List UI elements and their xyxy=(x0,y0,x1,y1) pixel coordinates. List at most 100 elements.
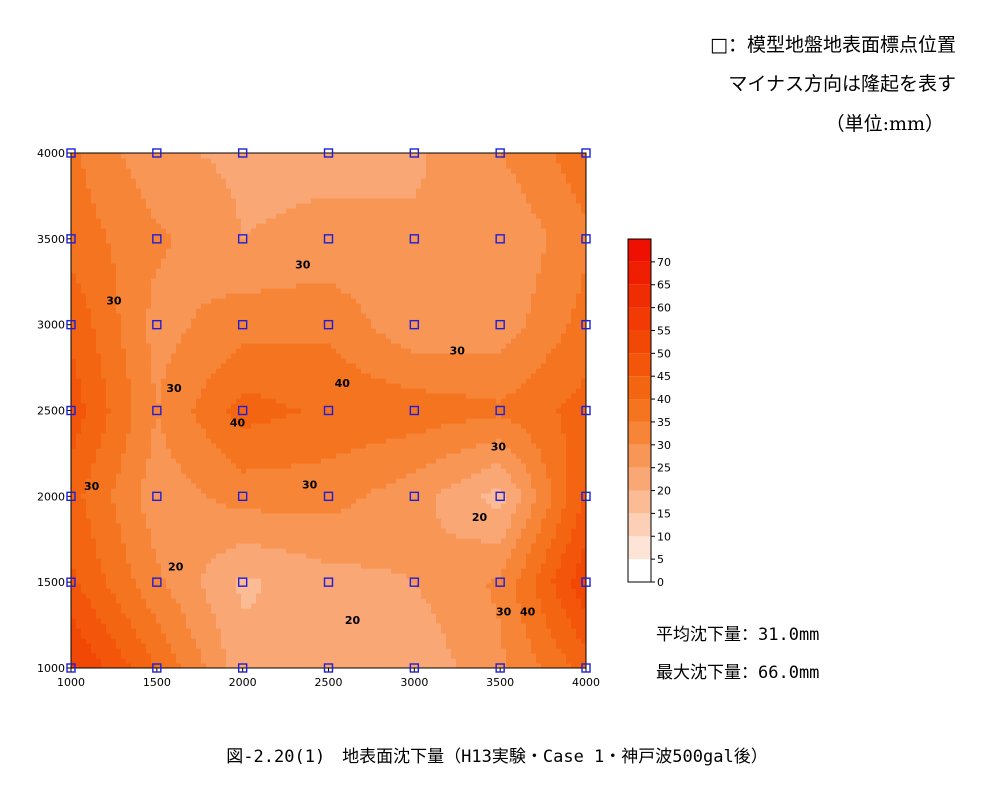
contour-cell xyxy=(251,538,257,544)
contour-cell xyxy=(181,508,187,514)
contour-cell xyxy=(431,593,437,599)
contour-cell xyxy=(321,483,327,489)
contour-cell xyxy=(226,483,232,489)
contour-cell xyxy=(556,553,562,559)
contour-cell xyxy=(251,578,257,584)
contour-cell xyxy=(526,463,532,469)
contour-cell xyxy=(111,623,117,629)
contour-cell xyxy=(541,658,547,664)
contour-cell xyxy=(341,518,347,524)
contour-cell xyxy=(561,478,567,484)
contour-cell xyxy=(76,558,82,564)
contour-cell xyxy=(351,438,357,444)
contour-cell xyxy=(126,633,132,639)
contour-cell xyxy=(396,618,402,624)
contour-cell xyxy=(441,558,447,564)
contour-cell xyxy=(201,433,207,439)
contour-cell xyxy=(201,658,207,664)
contour-cell xyxy=(116,423,122,429)
contour-cell xyxy=(401,568,407,574)
contour-cell xyxy=(341,603,347,609)
contour-cell xyxy=(356,658,362,664)
contour-cell xyxy=(311,453,317,459)
contour-cell xyxy=(261,618,267,624)
contour-cell xyxy=(191,638,197,644)
contour-cell xyxy=(346,633,352,639)
contour-cell xyxy=(176,603,182,609)
contour-cell xyxy=(196,623,202,629)
contour-cell xyxy=(246,588,252,594)
contour-cell xyxy=(501,553,507,559)
contour-cell xyxy=(76,473,82,479)
contour-cell xyxy=(181,483,187,489)
contour-cell xyxy=(391,498,397,504)
contour-cell xyxy=(326,648,332,654)
contour-cell xyxy=(281,608,287,614)
contour-cell xyxy=(161,553,167,559)
contour-cell xyxy=(86,483,92,489)
contour-cell xyxy=(131,528,137,534)
contour-cell xyxy=(396,523,402,529)
contour-cell xyxy=(106,648,112,654)
contour-cell xyxy=(261,568,267,574)
contour-cell xyxy=(576,653,582,659)
contour-cell xyxy=(371,528,377,534)
contour-cell xyxy=(131,478,137,484)
contour-cell xyxy=(536,478,542,484)
contour-cell xyxy=(271,638,277,644)
contour-cell xyxy=(211,483,217,489)
contour-cell xyxy=(101,633,107,639)
contour-cell xyxy=(421,583,427,589)
contour-cell xyxy=(521,623,527,629)
contour-cell xyxy=(446,468,452,474)
contour-cell xyxy=(451,633,457,639)
contour-cell xyxy=(371,628,377,634)
contour-cell xyxy=(386,623,392,629)
contour-cell xyxy=(401,463,407,469)
contour-cell xyxy=(281,433,287,439)
contour-cell xyxy=(481,428,487,434)
contour-cell xyxy=(461,488,467,494)
contour-cell xyxy=(526,543,532,549)
contour-cell xyxy=(106,448,112,454)
contour-cell xyxy=(446,593,452,599)
contour-cell xyxy=(546,618,552,624)
contour-cell xyxy=(351,563,357,569)
contour-cell xyxy=(276,428,282,434)
contour-cell xyxy=(331,583,337,589)
contour-cell xyxy=(511,578,517,584)
contour-cell xyxy=(366,548,372,554)
contour-cell xyxy=(126,538,132,544)
contour-cell xyxy=(116,588,122,594)
contour-cell xyxy=(346,593,352,599)
contour-cell xyxy=(126,598,132,604)
contour-cell xyxy=(331,633,337,639)
contour-cell xyxy=(521,648,527,654)
contour-cell xyxy=(81,643,87,649)
contour-cell xyxy=(481,633,487,639)
contour-cell xyxy=(311,588,317,594)
contour-cell xyxy=(456,518,462,524)
contour-cell xyxy=(516,663,522,668)
contour-cell xyxy=(181,458,187,464)
contour-cell xyxy=(261,438,267,444)
contour-cell xyxy=(421,578,427,584)
contour-cell xyxy=(371,568,377,574)
contour-cell xyxy=(556,453,562,459)
contour-cell xyxy=(511,648,517,654)
contour-cell xyxy=(356,443,362,449)
contour-cell xyxy=(271,598,277,604)
contour-cell xyxy=(191,643,197,649)
contour-cell xyxy=(316,653,322,659)
contour-cell xyxy=(416,508,422,514)
contour-cell xyxy=(96,518,102,524)
contour-cell xyxy=(561,623,567,629)
contour-cell xyxy=(511,483,517,489)
contour-cell xyxy=(486,638,492,644)
contour-cell xyxy=(471,558,477,564)
contour-cell xyxy=(341,573,347,579)
contour-cell xyxy=(361,523,367,529)
contour-cell xyxy=(311,628,317,634)
contour-cell xyxy=(136,428,142,434)
